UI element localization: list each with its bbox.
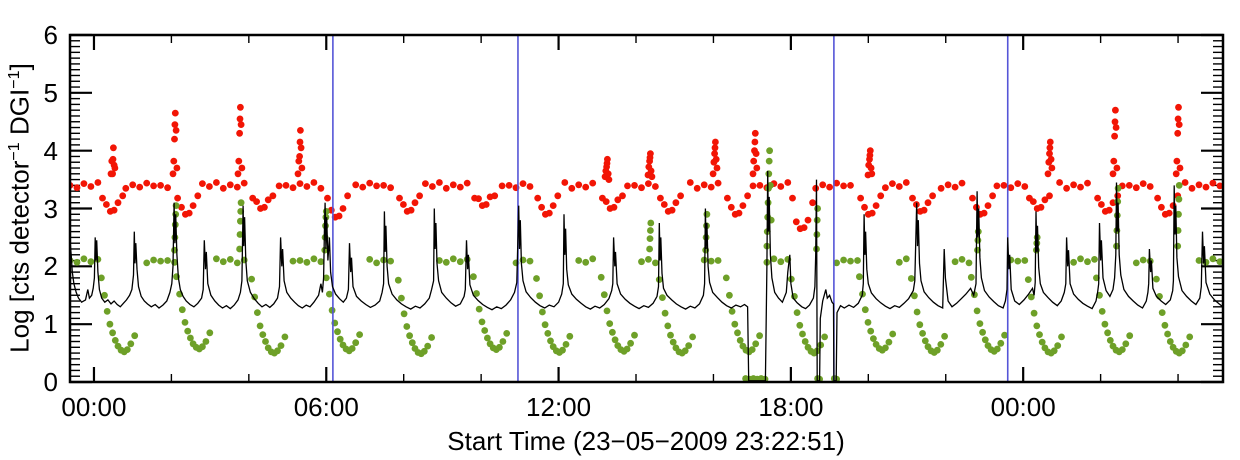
x-tick-label: 12:00	[526, 392, 592, 422]
x-axis-title: Start Time (23−05−2009 23:22:51)	[447, 426, 845, 456]
y-tick-label: 4	[43, 135, 58, 166]
x-tick-label: 00:00	[990, 392, 1056, 422]
x-tick-label: 06:00	[293, 392, 359, 422]
y-tick-label: 0	[43, 367, 58, 397]
y-tick-label: 2	[43, 251, 58, 282]
y-tick-label: 5	[43, 77, 58, 108]
x-tick-label: 00:00	[61, 392, 127, 422]
plot-frame	[68, 33, 1225, 384]
y-tick-label: 6	[43, 20, 58, 50]
y-tick-label: 3	[43, 193, 58, 224]
black-lightcurve-line	[69, 170, 1224, 382]
y-tick-label: 1	[43, 309, 58, 340]
plot-data	[69, 35, 1224, 383]
green-detector-rate-points	[69, 147, 1224, 383]
y-axis-title: Log [cts detector−1 DGI−1]	[4, 63, 35, 353]
x-tick-label: 18:00	[758, 392, 824, 422]
axis-ticks	[70, 33, 1223, 384]
